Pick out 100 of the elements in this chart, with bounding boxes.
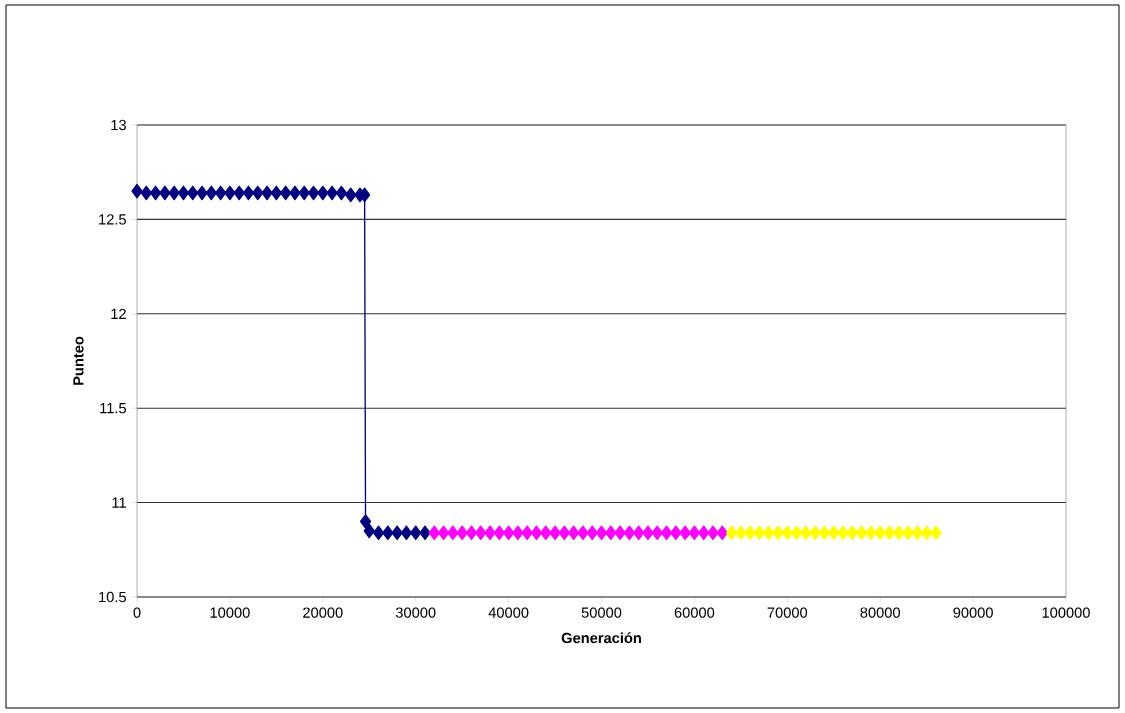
x-tick-label: 40000 [488, 607, 529, 618]
point [623, 525, 636, 541]
point [214, 185, 227, 201]
point [205, 185, 217, 201]
point [326, 185, 338, 201]
x-tick-label: 10000 [210, 607, 250, 618]
point [149, 185, 162, 201]
point [131, 183, 143, 199]
point [456, 525, 468, 541]
point [270, 185, 283, 201]
x-axis-title: Generación [561, 632, 641, 644]
point [242, 185, 255, 201]
point [698, 525, 710, 541]
y-tick-label: 13 [111, 119, 126, 131]
point [577, 525, 589, 541]
x-tick-label: 80000 [860, 607, 900, 618]
point [168, 185, 180, 201]
y-tick-label: 11.5 [100, 403, 126, 414]
point [558, 525, 571, 541]
point [707, 525, 719, 541]
point [317, 185, 329, 201]
point [865, 525, 877, 541]
point [642, 525, 654, 541]
y-tick-label: 11 [112, 497, 126, 508]
point [930, 525, 942, 541]
x-tick-label: 60000 [674, 607, 715, 618]
point [447, 525, 459, 541]
point [307, 185, 320, 201]
point [837, 525, 849, 541]
point [465, 525, 478, 541]
point [298, 185, 310, 201]
x-tick-label: 100000 [1042, 607, 1090, 618]
point [605, 525, 617, 541]
point [809, 525, 821, 541]
point [187, 185, 199, 201]
point [735, 525, 747, 541]
x-tick-label: 30000 [395, 607, 436, 618]
point [920, 525, 933, 541]
point [586, 525, 598, 541]
point [372, 525, 385, 541]
point [196, 185, 208, 201]
point [521, 525, 533, 541]
point [790, 525, 803, 541]
point [688, 525, 701, 541]
point [744, 525, 756, 541]
point [540, 525, 552, 541]
x-tick-label: 0 [133, 607, 141, 618]
point [177, 185, 190, 201]
y-tick-label: 12.5 [99, 214, 126, 225]
x-tick-label: 20000 [303, 607, 343, 618]
point [289, 185, 301, 201]
point [660, 525, 673, 541]
point [359, 514, 372, 529]
point [410, 525, 422, 541]
point [335, 185, 348, 201]
point [651, 525, 663, 541]
point [428, 525, 440, 541]
point [140, 185, 152, 201]
point [725, 525, 738, 541]
point [763, 525, 775, 541]
y-tick-label: 12 [111, 308, 126, 319]
point [233, 185, 245, 201]
point [437, 525, 450, 541]
point [753, 525, 766, 541]
y-axis-title: Punteo [73, 336, 84, 385]
point [475, 525, 487, 541]
point [911, 525, 924, 541]
point [716, 525, 728, 541]
point [679, 525, 691, 541]
point [530, 525, 543, 541]
point [493, 525, 505, 541]
x-tick-label: 90000 [953, 607, 993, 618]
point [883, 525, 896, 541]
point [279, 185, 292, 201]
point [549, 525, 561, 541]
point [595, 525, 608, 541]
point [781, 525, 793, 541]
point [846, 525, 858, 541]
point [818, 525, 831, 541]
point [252, 185, 264, 201]
point [567, 525, 580, 541]
point [345, 187, 357, 203]
point [391, 525, 403, 541]
point [855, 525, 868, 541]
point [874, 525, 886, 541]
point [400, 525, 413, 541]
point [224, 185, 236, 201]
point [893, 525, 905, 541]
point [828, 525, 840, 541]
point [633, 525, 645, 541]
point [614, 525, 626, 541]
point [512, 525, 524, 541]
y-tick-label: 10.5 [99, 591, 126, 603]
x-tick-label: 50000 [581, 607, 622, 618]
point [502, 525, 515, 541]
x-tick-label: 70000 [767, 607, 808, 618]
point [382, 525, 394, 541]
point [484, 525, 496, 541]
point [261, 185, 273, 201]
point [772, 525, 784, 541]
